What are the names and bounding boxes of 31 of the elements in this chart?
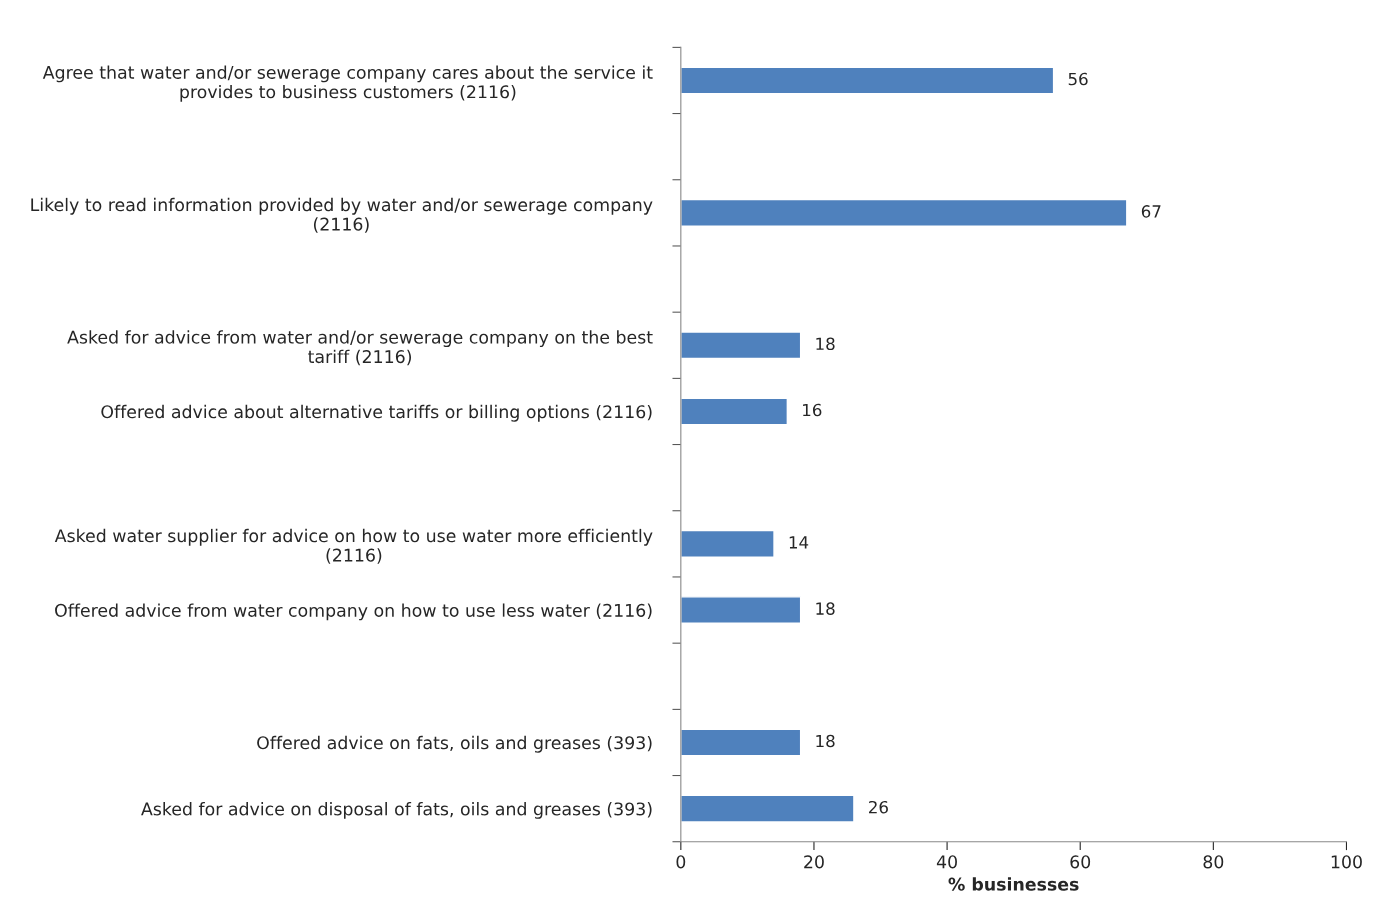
- bar: [680, 794, 855, 823]
- data-label: 18: [816, 734, 835, 748]
- x-tick-label: 60: [1070, 855, 1091, 869]
- bar: [680, 397, 789, 426]
- data-label: 26: [869, 800, 888, 814]
- x-tick-label: 40: [936, 855, 957, 869]
- data-label: 18: [816, 602, 835, 615]
- x-tick-label: 20: [804, 855, 824, 869]
- bar: [680, 66, 1055, 95]
- bar: [680, 529, 775, 558]
- data-label: 67: [1141, 205, 1161, 218]
- data-label: 14: [789, 536, 809, 549]
- y-tick-label: Offered advice on fats, oils and greases (393): [257, 735, 652, 753]
- x-axis-title: % businesses: [948, 877, 1079, 891]
- bar: [680, 198, 1128, 227]
- y-tick-label: Asked water supplier for advice on how to use water more efficiently (2116): [54, 528, 653, 564]
- y-tick-label: Offered advice about alternative tariffs or billing options (2116): [101, 404, 652, 422]
- data-label: 18: [816, 337, 835, 351]
- x-tick-label: 100: [1331, 855, 1362, 869]
- y-tick-label: Asked for advice on disposal of fats, oils and greases (393): [141, 802, 652, 819]
- y-tick-label: Agree that water and/or sewerage company cares about the service it provides to business customers (2116): [42, 65, 653, 102]
- data-label: 56: [1068, 72, 1088, 86]
- x-tick-label: 80: [1203, 855, 1224, 869]
- data-label: 16: [803, 403, 822, 417]
- y-tick-label: Asked for advice from water and/or sewerage company on the best tariff (2116): [67, 330, 653, 366]
- x-tick-label: 0: [676, 855, 686, 869]
- y-tick-label: Offered advice from water company on how to use less water (2116): [55, 603, 652, 621]
- bar: [680, 728, 802, 757]
- bar: [680, 596, 802, 625]
- y-tick-label: Likely to read information provided by water and/or sewerage company (2116): [31, 197, 653, 233]
- bar: [680, 331, 802, 360]
